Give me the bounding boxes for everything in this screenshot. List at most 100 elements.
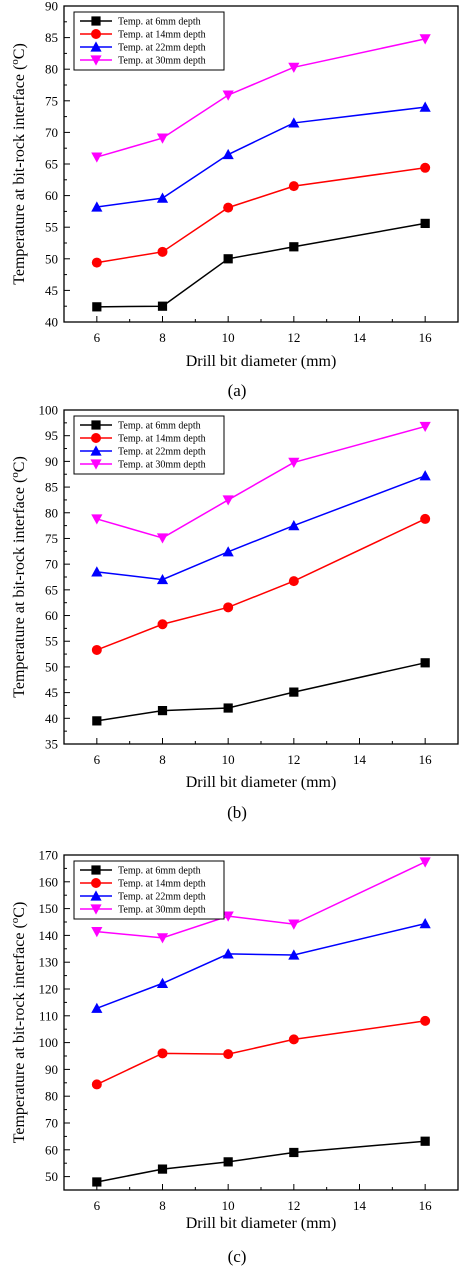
legend-marker bbox=[90, 55, 102, 66]
y-tick-label: 80 bbox=[45, 1089, 58, 1104]
legend: Temp. at 6mm depth Temp. at 14mm depth Tem… bbox=[73, 11, 225, 71]
y-tick-label: 70 bbox=[45, 1116, 58, 1131]
y-tick-label: 150 bbox=[39, 901, 59, 916]
series-2 bbox=[91, 1015, 431, 1090]
legend-label: Temp. at 30mm depth bbox=[118, 56, 206, 67]
series-3 bbox=[91, 101, 431, 212]
data-point bbox=[223, 602, 234, 613]
y-axis-title-sup: o bbox=[9, 472, 21, 478]
data-point bbox=[91, 514, 103, 525]
series-1 bbox=[92, 218, 430, 312]
legend-marker bbox=[90, 41, 102, 52]
panel-caption: (c) bbox=[228, 1247, 247, 1266]
x-tick-label: 12 bbox=[287, 1198, 300, 1213]
x-tick-label: 8 bbox=[159, 1198, 166, 1213]
data-point bbox=[157, 1048, 168, 1059]
x-axis-title: Drill bit diameter (mm) bbox=[186, 774, 337, 791]
legend-marker bbox=[91, 865, 101, 875]
y-tick-label: 50 bbox=[45, 251, 58, 266]
data-point bbox=[156, 933, 169, 944]
y-tick-label: 100 bbox=[39, 1035, 59, 1050]
y-tick-label: 60 bbox=[45, 188, 58, 203]
data-point bbox=[420, 1136, 430, 1146]
data-point bbox=[91, 644, 102, 655]
legend-label: Temp. at 6mm depth bbox=[118, 866, 201, 877]
chart-panel-3: 6 8 10 12 14 16 50 60 70 80 90 100 110 120 130 140 150 16… bbox=[9, 848, 459, 1266]
y-tick-label: 55 bbox=[45, 220, 58, 235]
data-point bbox=[288, 520, 300, 531]
y-tick-label: 55 bbox=[45, 634, 58, 649]
x-tick-label: 8 bbox=[159, 752, 166, 767]
y-tick-label: 100 bbox=[39, 403, 59, 418]
y-tick-label: 75 bbox=[45, 93, 58, 108]
series-1 bbox=[92, 1136, 430, 1187]
y-tick-label: 45 bbox=[45, 283, 58, 298]
x-axis-title: Drill bit diameter (mm) bbox=[186, 353, 337, 370]
data-point bbox=[156, 133, 169, 144]
legend: Temp. at 6mm depth Temp. at 14mm depth Tem… bbox=[73, 415, 225, 475]
legend-label: Temp. at 22mm depth bbox=[118, 892, 206, 903]
data-point bbox=[420, 162, 431, 173]
x-tick-label: 6 bbox=[94, 1198, 101, 1213]
x-tick-label: 10 bbox=[222, 330, 235, 345]
series-line bbox=[96, 222, 426, 308]
series-3 bbox=[91, 918, 431, 1013]
chart-panel-2: 6 8 10 12 14 16 35 40 45 50 55 60 65 70 75 80 85 90 95 100 D… bbox=[9, 403, 459, 822]
data-point bbox=[223, 703, 233, 713]
data-point bbox=[223, 254, 233, 264]
y-tick-label: 90 bbox=[45, 0, 58, 14]
y-tick-label: 170 bbox=[39, 848, 59, 863]
y-axis-title-prefix: Temperature at bit-rock interface ( bbox=[11, 923, 28, 1143]
data-point bbox=[156, 977, 169, 988]
y-tick-label: 160 bbox=[39, 874, 59, 889]
y-axis-title-suffix: C) bbox=[11, 456, 28, 472]
y-tick-label: 80 bbox=[45, 505, 58, 520]
y-tick-label: 40 bbox=[45, 315, 58, 330]
data-point bbox=[419, 918, 431, 929]
legend-label: Temp. at 30mm depth bbox=[118, 905, 206, 916]
series-line bbox=[96, 1020, 426, 1086]
data-point bbox=[156, 573, 169, 585]
data-point bbox=[222, 546, 234, 557]
legend-marker bbox=[90, 459, 102, 470]
series-line bbox=[96, 167, 426, 264]
panel-caption: (b) bbox=[227, 803, 247, 822]
legend-label: Temp. at 22mm depth bbox=[118, 43, 206, 54]
legend-marker bbox=[90, 904, 102, 915]
data-point bbox=[419, 857, 431, 868]
y-tick-label: 130 bbox=[39, 955, 59, 970]
x-tick-label: 12 bbox=[287, 752, 300, 767]
y-tick-label: 75 bbox=[45, 531, 58, 546]
data-point bbox=[288, 457, 300, 469]
series-4 bbox=[91, 421, 431, 544]
y-axis-title-suffix: C) bbox=[11, 43, 28, 59]
x-tick-label: 16 bbox=[419, 1198, 433, 1213]
data-point bbox=[419, 470, 431, 481]
legend-label: Temp. at 6mm depth bbox=[118, 17, 201, 28]
data-point bbox=[420, 513, 431, 524]
y-tick-label: 45 bbox=[45, 685, 58, 700]
series-line bbox=[96, 106, 426, 208]
data-point bbox=[156, 533, 169, 544]
x-tick-label: 14 bbox=[353, 330, 367, 345]
chart-panel-1: 6 8 10 12 14 16 40 45 50 55 60 65 70 75 80 85 90 Drill bi… bbox=[9, 0, 459, 400]
data-point bbox=[222, 148, 234, 160]
data-point bbox=[157, 706, 168, 716]
panel-caption: (a) bbox=[228, 381, 247, 400]
x-tick-label: 8 bbox=[159, 330, 166, 345]
series-1 bbox=[92, 658, 430, 726]
series-line bbox=[96, 475, 426, 581]
data-point bbox=[91, 566, 103, 577]
legend-label: Temp. at 6mm depth bbox=[118, 421, 201, 432]
legend-marker bbox=[91, 16, 101, 26]
series-line bbox=[96, 662, 426, 722]
legend: Temp. at 6mm depth Temp. at 14mm depth Tem… bbox=[73, 860, 225, 920]
data-point bbox=[222, 948, 234, 959]
data-point bbox=[223, 1049, 234, 1060]
y-tick-label: 50 bbox=[45, 1169, 58, 1184]
series-2 bbox=[91, 162, 431, 268]
data-point bbox=[223, 202, 234, 213]
x-tick-label: 12 bbox=[287, 330, 300, 345]
legend-marker bbox=[90, 890, 102, 901]
